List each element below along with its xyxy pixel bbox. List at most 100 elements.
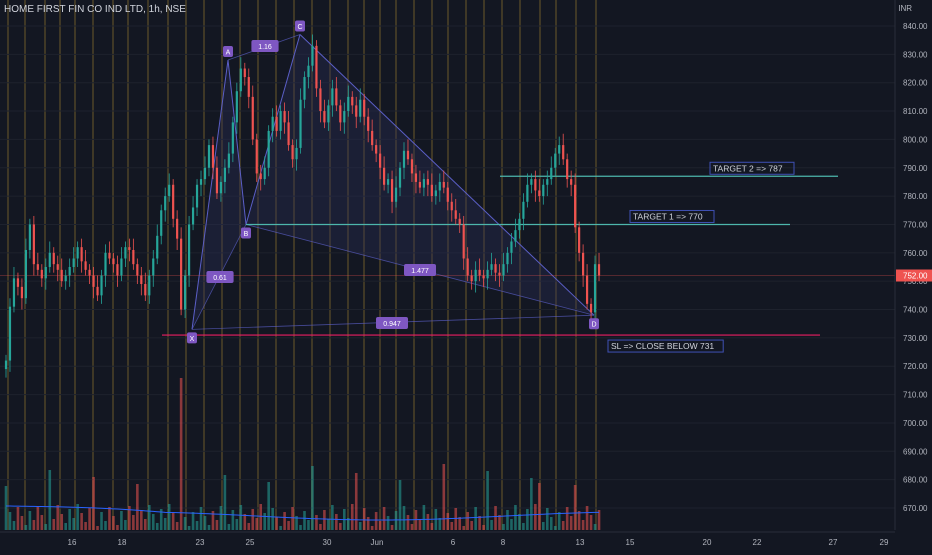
candle-body xyxy=(28,224,31,250)
volume-bar xyxy=(132,515,135,530)
candle-body xyxy=(88,269,91,276)
ratio-label: 1.16 xyxy=(258,44,272,51)
volume-bar xyxy=(195,521,199,530)
volume-bar xyxy=(498,515,501,530)
volume-bar xyxy=(100,512,103,530)
x-axis[interactable]: 16 18 23 25 30 Jun 6 8 13 15 20 22 27 29 xyxy=(0,531,895,547)
y-axis[interactable]: 840.00 830.00 820.00 810.00 800.00 790.00 780.… xyxy=(894,0,932,530)
volume-bar xyxy=(267,482,270,530)
volume-bar xyxy=(283,512,286,530)
candle-body xyxy=(597,264,601,276)
volume-bar xyxy=(32,520,36,530)
level-label-stoploss: SL => CLOSE BELOW 731 xyxy=(611,341,714,351)
volume-bar xyxy=(151,514,155,530)
volume-bar xyxy=(569,516,573,530)
volume-bar xyxy=(370,526,374,530)
volume-bar xyxy=(545,508,549,530)
candle-body xyxy=(116,264,119,276)
candle-body xyxy=(168,184,171,197)
currency-label: INR xyxy=(898,4,912,13)
candle-body xyxy=(132,249,135,265)
volume-bars xyxy=(4,378,601,530)
y-tick-label: 700.00 xyxy=(903,419,928,428)
volume-bar xyxy=(8,512,12,530)
candle-body xyxy=(295,147,298,160)
candle-body xyxy=(112,258,115,265)
candle-body xyxy=(462,224,465,259)
symbol-title[interactable]: HOME FIRST FIN CO IND LTD, 1h, NSE xyxy=(4,4,186,15)
candle-body xyxy=(251,96,254,140)
volume-bar xyxy=(466,512,469,530)
volume-bar xyxy=(522,523,525,530)
candle-body xyxy=(128,247,131,250)
volume-bar xyxy=(128,506,131,530)
candle-body xyxy=(386,179,390,185)
volume-bar xyxy=(44,524,48,530)
candle-body xyxy=(430,184,433,197)
candle-body xyxy=(502,264,505,276)
volume-bar xyxy=(235,519,239,530)
volume-bar xyxy=(597,510,601,530)
y-tick-label: 810.00 xyxy=(903,107,928,116)
candle-body xyxy=(223,167,226,182)
candle-body xyxy=(414,173,418,182)
volume-bar xyxy=(398,480,402,530)
volume-bar xyxy=(72,518,75,530)
candle-body xyxy=(44,267,47,279)
candle-body xyxy=(510,241,513,253)
candle-body xyxy=(578,227,581,253)
volume-bar xyxy=(378,521,382,530)
volume-bar xyxy=(390,525,394,530)
volume-bar xyxy=(438,518,442,530)
candle-body xyxy=(522,201,525,219)
candle-body xyxy=(339,105,342,123)
candle-body xyxy=(283,111,286,123)
volume-bar xyxy=(490,520,493,530)
volume-bar xyxy=(287,521,290,530)
candle-body xyxy=(227,153,230,168)
candle-body xyxy=(184,275,187,310)
volume-bar xyxy=(386,516,390,530)
x-tick-label: 16 xyxy=(68,538,77,547)
candle-body xyxy=(172,184,175,219)
candle-body xyxy=(144,284,147,296)
pattern-labels: X A B C D 1.16 0.61 1.477 0.947 xyxy=(187,20,599,344)
price-levels[interactable]: TARGET 2 => 787 TARGET 1 => 770 SL => CLOS… xyxy=(0,161,895,353)
pattern-leg-AB xyxy=(227,59,247,225)
point-badge xyxy=(241,227,251,239)
volume-bar xyxy=(155,523,159,530)
volume-bar xyxy=(140,510,143,530)
level-label-box xyxy=(709,161,795,175)
x-tick-label: 15 xyxy=(626,538,635,547)
volume-bar xyxy=(24,525,28,530)
volume-bar xyxy=(474,507,477,530)
candle-body xyxy=(410,159,414,174)
volume-bar xyxy=(243,514,247,530)
volume-bar xyxy=(518,514,521,530)
y-tick-label: 730.00 xyxy=(903,334,928,343)
candle-body xyxy=(351,96,354,106)
candle-body xyxy=(335,88,338,106)
volume-bar xyxy=(422,505,426,530)
volume-bar xyxy=(291,507,294,530)
grid xyxy=(0,25,895,509)
volume-bar xyxy=(227,524,231,530)
volume-bar xyxy=(482,525,485,530)
candle-body xyxy=(271,116,274,131)
candle-body xyxy=(267,130,270,168)
volume-bar xyxy=(358,522,362,530)
candle-body xyxy=(255,139,258,174)
candle-body xyxy=(235,91,238,123)
volume-bar xyxy=(577,511,581,530)
point-badge xyxy=(187,332,197,344)
candle-body xyxy=(203,167,207,180)
volume-bar xyxy=(581,520,585,530)
volume-bar xyxy=(382,507,386,530)
x-tick-label: 20 xyxy=(703,538,712,547)
candle-body xyxy=(48,252,51,267)
y-tick-label: 720.00 xyxy=(903,362,928,371)
candle-body xyxy=(478,269,481,276)
volume-bar xyxy=(458,517,462,530)
